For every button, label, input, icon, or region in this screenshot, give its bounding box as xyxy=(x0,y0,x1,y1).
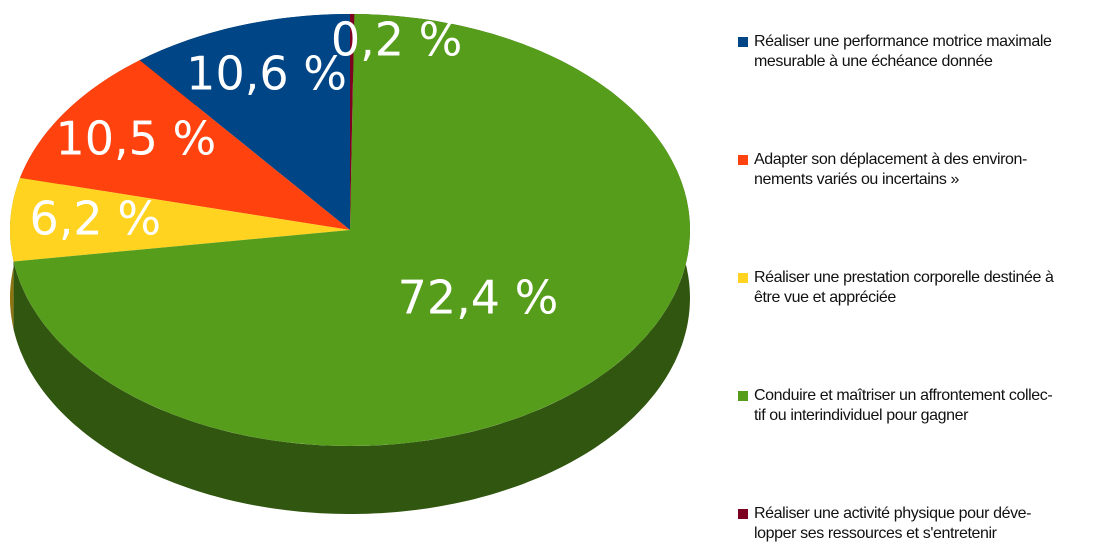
legend-swatch xyxy=(738,37,748,47)
pie-top xyxy=(10,14,691,446)
legend-swatch xyxy=(738,509,748,519)
slice-label: 10,5 % xyxy=(55,112,216,166)
slice xyxy=(350,14,355,230)
slice-label: 6,2 % xyxy=(30,192,162,246)
legend-label: Adapter son déplacement à des environ- n… xyxy=(754,151,1027,188)
slice xyxy=(13,14,691,446)
legend-swatch xyxy=(738,391,748,401)
legend-swatch xyxy=(738,155,748,165)
slice xyxy=(139,14,350,230)
legend-item: Réaliser une activité physique pour déve… xyxy=(738,504,1108,544)
legend-label: Réaliser une prestation corporelle desti… xyxy=(754,269,1054,306)
slice xyxy=(20,60,350,231)
legend-item: Adapter son déplacement à des environ- n… xyxy=(738,150,1108,190)
legend-swatch xyxy=(738,273,748,283)
slice-label: 0,2 % xyxy=(331,13,463,67)
slice-label: 10,6 % xyxy=(186,46,347,100)
slice xyxy=(10,177,351,262)
legend-label: Réaliser une performance motrice maximal… xyxy=(754,33,1052,70)
slice-label: 72,4 % xyxy=(398,271,559,325)
legend-label: Conduire et maîtriser un affrontement co… xyxy=(754,387,1053,424)
legend-label: Réaliser une activité physique pour déve… xyxy=(754,505,1032,542)
legend-item: Conduire et maîtriser un affrontement co… xyxy=(738,386,1108,426)
chart: 10,6 % 10,5 % 6,2 % 72,4 % 0,2 % xyxy=(10,13,691,514)
legend-item: Réaliser une performance motrice maximal… xyxy=(738,32,1108,72)
legend-item: Réaliser une prestation corporelle desti… xyxy=(738,268,1108,308)
